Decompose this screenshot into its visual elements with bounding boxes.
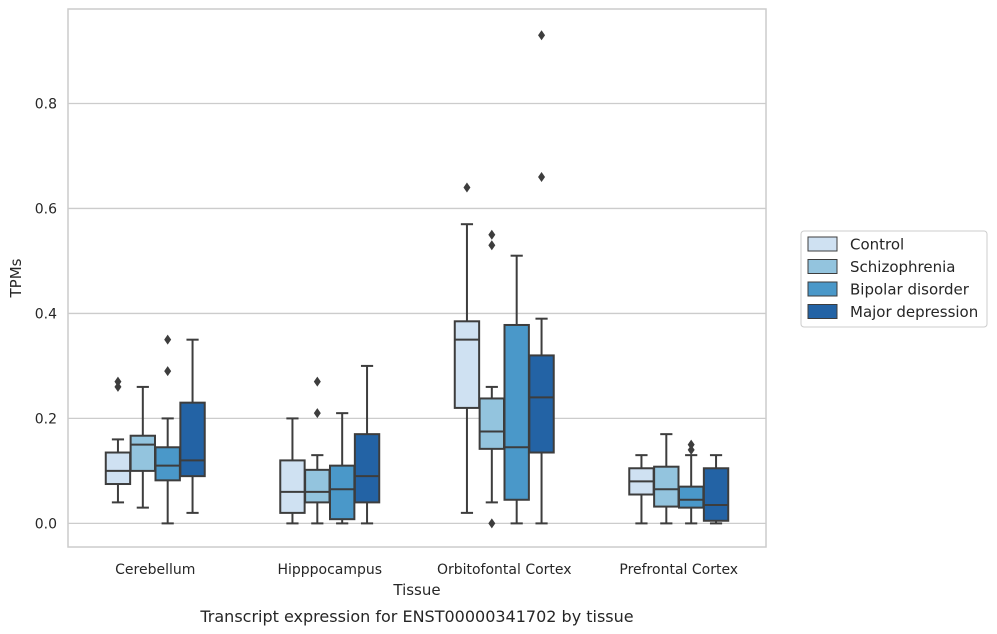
x-axis-label: Tissue xyxy=(392,581,440,599)
outlier-marker xyxy=(538,30,546,41)
outlier-marker xyxy=(114,381,122,392)
box-groups xyxy=(104,30,730,529)
outlier-marker xyxy=(313,376,321,387)
outlier-marker xyxy=(488,229,496,240)
outlier-marker xyxy=(488,240,496,251)
y-axis-label: TPMs xyxy=(7,258,25,298)
outlier-marker xyxy=(114,376,122,387)
box-major-depression xyxy=(353,364,381,525)
iqr-box xyxy=(478,397,506,450)
box-schizophrenia xyxy=(653,433,680,525)
box-bipolar-disorder xyxy=(677,439,705,525)
iqr-box xyxy=(304,468,331,504)
outlier-marker xyxy=(687,439,695,450)
box-schizophrenia xyxy=(304,376,331,525)
legend-label: Schizophrenia xyxy=(850,258,955,276)
legend-label: Bipolar disorder xyxy=(850,281,970,299)
box-bipolar-disorder xyxy=(154,334,181,525)
box-major-depression xyxy=(179,338,206,514)
box-control xyxy=(104,376,132,504)
box-control xyxy=(279,417,306,525)
box-schizophrenia xyxy=(129,385,157,509)
iqr-box xyxy=(154,446,181,482)
iqr-box xyxy=(129,434,157,472)
y-tick-label: 0.2 xyxy=(35,411,57,427)
y-tick-labels: 0.0 0.2 0.4 0.6 0.8 xyxy=(35,96,57,532)
iqr-box xyxy=(528,354,555,454)
y-tick-label: 0.4 xyxy=(35,306,57,322)
box-control xyxy=(453,182,481,514)
iqr-box xyxy=(179,401,206,478)
outlier-marker xyxy=(164,334,172,345)
outlier-marker xyxy=(488,518,496,529)
x-tick-label: Prefrontal Cortex xyxy=(619,562,738,578)
iqr-box xyxy=(677,485,705,509)
outlier-marker xyxy=(313,408,321,419)
outlier-marker xyxy=(164,366,172,377)
legend: Control Schizophrenia Bipolar disorder Majo… xyxy=(800,230,988,328)
legend-swatch xyxy=(807,259,838,274)
box-bipolar-disorder xyxy=(328,412,356,525)
legend-swatch xyxy=(807,236,838,252)
legend-label: Major depression xyxy=(850,303,978,321)
x-tick-labels: Cerebellum Hipppocampus Orbitofontal Corte… xyxy=(115,562,738,578)
iqr-box xyxy=(503,323,530,501)
box-control xyxy=(628,454,655,525)
iqr-box xyxy=(653,465,680,508)
box-major-depression xyxy=(702,454,730,525)
y-tick-label: 0.0 xyxy=(35,516,57,532)
iqr-box xyxy=(453,320,481,409)
iqr-box xyxy=(353,433,381,504)
iqr-box xyxy=(702,467,730,522)
chart-caption: Transcript expression for ENST0000034170… xyxy=(199,607,633,626)
legend-label: Control xyxy=(850,236,904,254)
x-tick-label: Orbitofontal Cortex xyxy=(437,562,572,578)
legend-swatch xyxy=(807,281,838,297)
box-bipolar-disorder xyxy=(503,254,530,525)
outlier-marker xyxy=(538,171,546,182)
box-major-depression xyxy=(528,30,555,525)
legend-swatch xyxy=(807,304,838,319)
box-schizophrenia xyxy=(478,229,506,529)
iqr-box xyxy=(328,464,356,521)
outlier-marker xyxy=(463,182,471,193)
iqr-box xyxy=(104,451,132,486)
y-tick-label: 0.8 xyxy=(35,96,57,112)
x-tick-label: Hipppocampus xyxy=(277,562,382,578)
y-tick-label: 0.6 xyxy=(35,201,57,217)
x-tick-label: Cerebellum xyxy=(115,562,195,578)
outlier-marker xyxy=(687,444,695,455)
iqr-box xyxy=(279,459,306,514)
legend-frame xyxy=(800,230,988,328)
plot-frame xyxy=(67,8,767,548)
